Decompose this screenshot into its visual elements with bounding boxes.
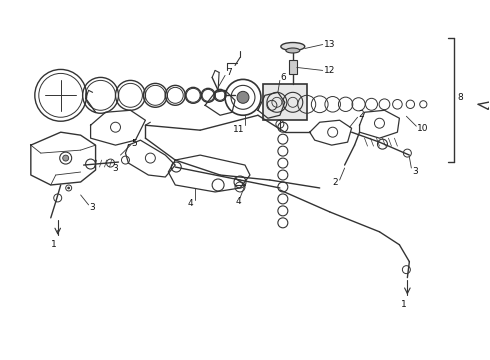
Polygon shape — [125, 140, 175, 177]
Polygon shape — [360, 110, 399, 138]
Text: 3: 3 — [90, 203, 96, 212]
Text: 2: 2 — [359, 110, 364, 119]
Text: 4: 4 — [235, 197, 241, 206]
Polygon shape — [258, 92, 285, 118]
Ellipse shape — [281, 42, 305, 50]
Text: 13: 13 — [324, 40, 335, 49]
Polygon shape — [310, 120, 352, 145]
Ellipse shape — [286, 48, 300, 53]
Text: 7: 7 — [226, 68, 232, 77]
Bar — [263, 84, 307, 120]
Text: 5: 5 — [131, 139, 137, 148]
Bar — [289, 60, 297, 75]
Text: 10: 10 — [417, 124, 429, 133]
Polygon shape — [168, 155, 250, 192]
Text: 4: 4 — [187, 199, 193, 208]
Text: 8: 8 — [457, 93, 463, 102]
Text: 1: 1 — [51, 240, 57, 249]
Text: 1: 1 — [400, 300, 406, 309]
Text: 3: 3 — [413, 167, 418, 176]
Text: 2: 2 — [332, 179, 338, 188]
Circle shape — [68, 187, 70, 189]
Circle shape — [237, 91, 249, 103]
Circle shape — [63, 155, 69, 161]
Text: 6: 6 — [281, 73, 287, 82]
Text: 3: 3 — [113, 163, 119, 172]
Polygon shape — [31, 132, 96, 185]
Text: 11: 11 — [233, 125, 245, 134]
Text: 12: 12 — [324, 66, 335, 75]
Polygon shape — [91, 110, 146, 145]
Polygon shape — [205, 90, 235, 115]
